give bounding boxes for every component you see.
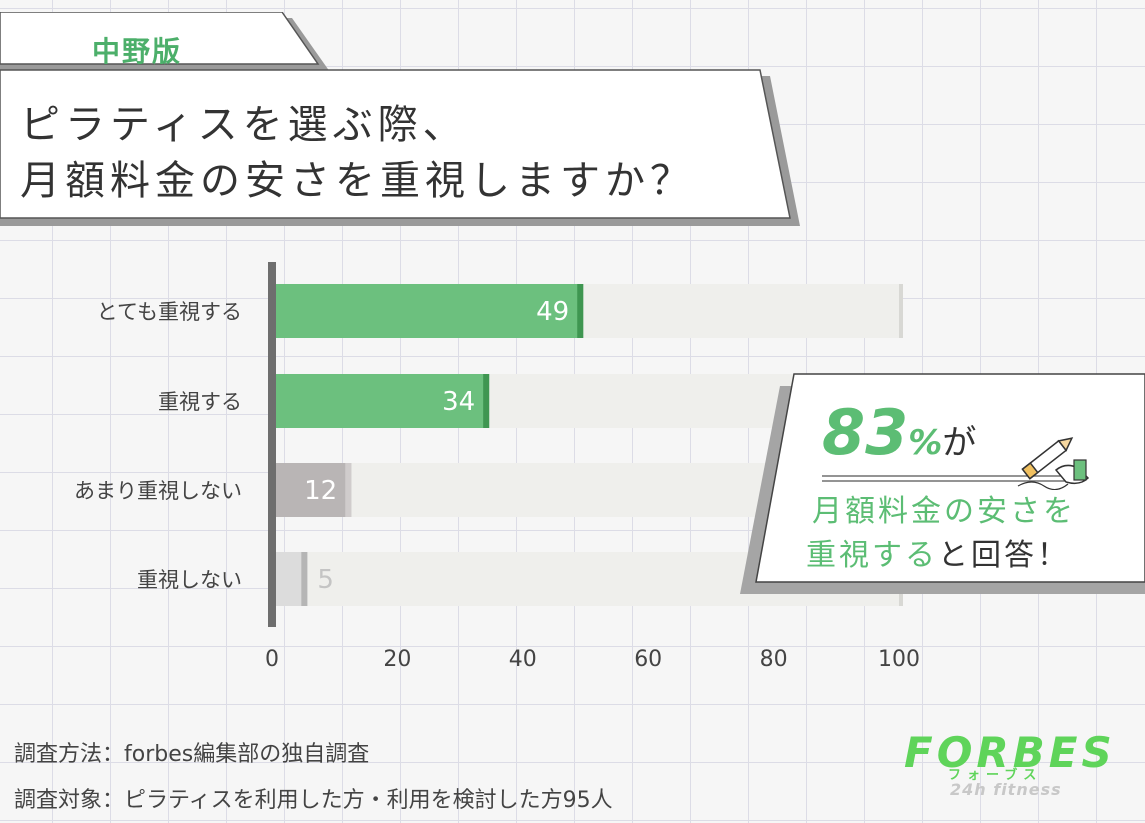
data-label: 49 [536, 297, 569, 327]
callout-highlight: 重視する [806, 538, 938, 573]
logo-kana: フォーブス [948, 768, 1043, 783]
forbes-logo: FORBES フォーブス 24h fitness [898, 728, 1118, 804]
data-label: 12 [304, 476, 337, 506]
callout-line-2: 重視すると回答！ [806, 530, 1070, 574]
callout-percent-sign: % [908, 423, 943, 463]
category-label: あまり重視しない [74, 479, 242, 503]
bar-edge [301, 552, 308, 606]
callout-percent-value: 83 [822, 396, 909, 469]
data-label: 34 [442, 387, 475, 417]
bar-track-end [899, 284, 903, 338]
edition-label: 中野版 [92, 35, 183, 68]
x-tick-label: 20 [383, 647, 411, 672]
bar-edge [345, 463, 352, 517]
bar-edge [483, 374, 490, 428]
x-tick-label: 100 [878, 647, 920, 672]
edition-tab-shape [0, 12, 330, 72]
summary-callout: 83%が 月額料金の安さを 重視すると回答！ [740, 372, 1145, 594]
callout-rest: と回答！ [938, 538, 1070, 573]
x-tick-label: 40 [509, 647, 537, 672]
x-tick-label: 60 [634, 647, 662, 672]
bar [276, 284, 584, 338]
bar-chart: 49 とても重視する 34 重視する 12 あまり重視しない 5 重視しない 0 20 40 60 80… [74, 262, 920, 672]
logo-main: FORBES [904, 728, 1116, 777]
survey-target: 調査対象：ピラティスを利用した方・利用を検討した方95人 [14, 788, 613, 813]
category-label: とても重視する [97, 300, 242, 324]
y-axis-line [268, 262, 276, 627]
bar-edge [577, 284, 584, 338]
x-tick-label: 0 [265, 647, 279, 672]
x-tick-label: 80 [760, 647, 788, 672]
callout-shape [740, 373, 1145, 594]
callout-particle: が [942, 423, 977, 463]
survey-method: 調査方法：forbes編集部の独自調査 [14, 742, 370, 767]
callout-percent: 83%が [822, 396, 976, 469]
category-label: 重視する [158, 390, 242, 414]
bar [276, 374, 490, 428]
title-box: ピラティスを選ぶ際、 月額料金の安さを重視しますか？ [0, 68, 805, 228]
callout-line-1: 月額料金の安さを [812, 494, 1076, 529]
title-line-1: ピラティスを選ぶ際、 [20, 102, 468, 148]
category-label: 重視しない [137, 568, 242, 592]
edition-tab: 中野版 [0, 12, 330, 72]
logo-sub: 24h fitness [950, 780, 1062, 799]
bar [276, 463, 352, 517]
title-line-2: 月額料金の安さを重視しますか？ [20, 158, 695, 204]
data-label: 5 [317, 565, 334, 595]
pencil-icon [1017, 437, 1090, 490]
title-box-shape [0, 69, 800, 226]
